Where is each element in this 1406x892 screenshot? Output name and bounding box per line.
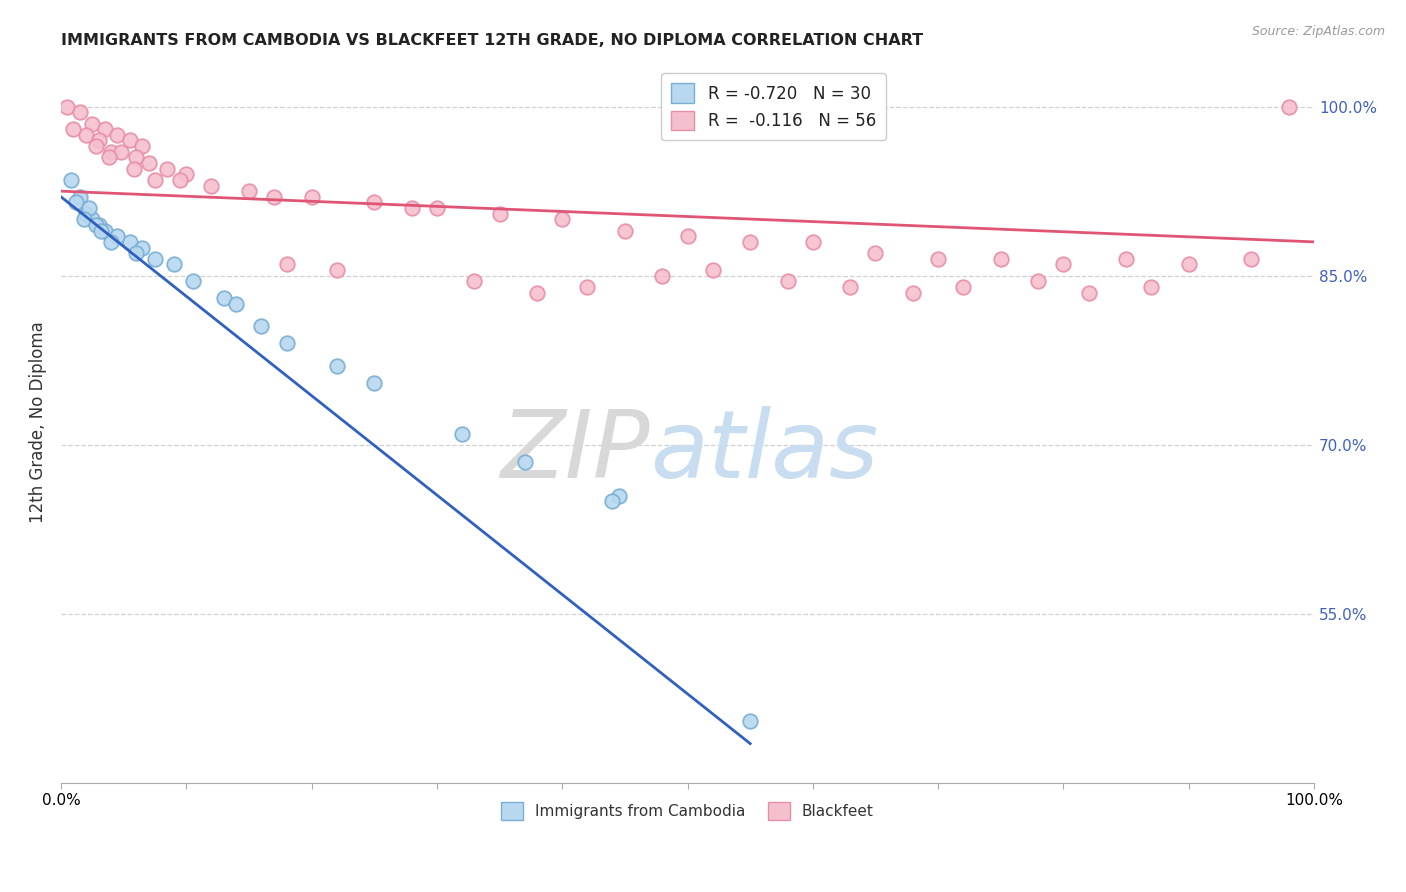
Point: [463, 274, 485, 288]
Point: [1140, 280, 1163, 294]
Y-axis label: 12th Grade, No Diploma: 12th Grade, No Diploma: [30, 321, 46, 523]
Point: [105, 128, 128, 142]
Point: [82, 116, 104, 130]
Point: [90, 224, 112, 238]
Point: [526, 285, 548, 300]
Point: [163, 257, 186, 271]
Point: [94, 122, 117, 136]
Point: [607, 489, 630, 503]
Point: [740, 714, 762, 728]
Point: [551, 212, 574, 227]
Point: [125, 150, 148, 164]
Point: [325, 359, 347, 373]
Point: [901, 285, 924, 300]
Text: atlas: atlas: [650, 406, 879, 497]
Point: [325, 263, 347, 277]
Point: [105, 229, 128, 244]
Point: [263, 190, 285, 204]
Point: [451, 426, 474, 441]
Point: [65, 195, 87, 210]
Point: [1077, 285, 1099, 300]
Point: [131, 240, 153, 254]
Point: [97, 150, 120, 164]
Point: [94, 224, 117, 238]
Point: [513, 455, 536, 469]
Point: [62, 122, 84, 136]
Point: [169, 173, 191, 187]
Point: [156, 161, 179, 176]
Point: [801, 235, 824, 249]
Point: [143, 173, 166, 187]
Point: [839, 280, 862, 294]
Point: [676, 229, 699, 244]
Point: [990, 252, 1012, 266]
Point: [238, 184, 260, 198]
Point: [200, 178, 222, 193]
Point: [69, 190, 91, 204]
Point: [1177, 257, 1199, 271]
Point: [776, 274, 799, 288]
Point: [740, 235, 762, 249]
Point: [118, 133, 141, 147]
Text: ZIP: ZIP: [501, 406, 650, 497]
Point: [952, 280, 974, 294]
Point: [613, 224, 636, 238]
Point: [100, 235, 122, 249]
Point: [363, 195, 385, 210]
Point: [651, 268, 673, 283]
Point: [1052, 257, 1074, 271]
Point: [225, 297, 247, 311]
Point: [84, 139, 107, 153]
Point: [56, 100, 79, 114]
Point: [125, 246, 148, 260]
Point: [602, 494, 624, 508]
Point: [1115, 252, 1137, 266]
Point: [488, 207, 510, 221]
Point: [276, 336, 298, 351]
Point: [174, 167, 197, 181]
Point: [118, 235, 141, 249]
Point: [363, 376, 385, 390]
Point: [276, 257, 298, 271]
Point: [401, 201, 423, 215]
Point: [250, 319, 273, 334]
Point: [77, 201, 100, 215]
Point: [702, 263, 724, 277]
Point: [576, 280, 599, 294]
Point: [143, 252, 166, 266]
Point: [59, 173, 82, 187]
Point: [927, 252, 949, 266]
Point: [100, 145, 122, 159]
Point: [110, 145, 132, 159]
Legend: Immigrants from Cambodia, Blackfeet: Immigrants from Cambodia, Blackfeet: [495, 796, 880, 826]
Text: Source: ZipAtlas.com: Source: ZipAtlas.com: [1251, 25, 1385, 38]
Point: [1240, 252, 1263, 266]
Point: [138, 156, 160, 170]
Point: [69, 105, 91, 120]
Point: [75, 128, 97, 142]
Point: [181, 274, 204, 288]
Point: [301, 190, 323, 204]
Point: [122, 161, 145, 176]
Point: [72, 212, 94, 227]
Point: [87, 133, 110, 147]
Point: [84, 218, 107, 232]
Point: [865, 246, 887, 260]
Point: [87, 218, 110, 232]
Point: [82, 212, 104, 227]
Point: [1278, 100, 1301, 114]
Point: [1028, 274, 1050, 288]
Point: [212, 291, 235, 305]
Point: [75, 207, 97, 221]
Text: IMMIGRANTS FROM CAMBODIA VS BLACKFEET 12TH GRADE, NO DIPLOMA CORRELATION CHART: IMMIGRANTS FROM CAMBODIA VS BLACKFEET 12…: [60, 33, 924, 48]
Point: [426, 201, 449, 215]
Point: [131, 139, 153, 153]
